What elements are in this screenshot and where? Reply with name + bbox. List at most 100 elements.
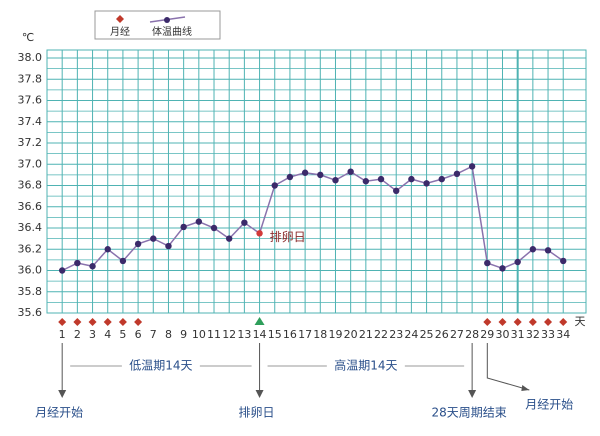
y-tick-label: 36.4 — [18, 221, 43, 234]
menses-marker — [134, 318, 143, 326]
menses-marker — [88, 318, 97, 326]
temperature-point — [271, 182, 278, 189]
ovulation-marker — [254, 317, 265, 325]
temperature-point — [180, 223, 187, 231]
y-unit: ℃ — [22, 31, 34, 44]
temperature-point — [499, 265, 506, 272]
period-bg — [121, 357, 200, 375]
period-label: 高温期14天 — [334, 358, 397, 373]
temperature-line — [61, 165, 564, 272]
arrow-head — [58, 390, 67, 398]
temperature-point — [377, 175, 385, 183]
x-tick-label: 24 — [404, 328, 418, 341]
temperature-point — [225, 235, 233, 242]
arrow-head — [255, 390, 264, 398]
menses-marker — [513, 318, 522, 326]
x-tick-label: 1 — [59, 328, 66, 341]
y-tick-label: 36.6 — [18, 200, 43, 213]
x-tick-label: 34 — [556, 328, 570, 341]
x-tick-label: 33 — [541, 328, 555, 341]
x-tick-label: 5 — [119, 328, 126, 341]
legend-box — [94, 10, 221, 40]
arrow-label: 28天周期结束 — [431, 406, 506, 420]
legend-label: 月经 — [110, 25, 130, 38]
menses-marker — [73, 318, 82, 326]
legend-swatch — [164, 17, 170, 23]
temperature-point — [332, 176, 339, 184]
temperature-point — [256, 230, 263, 237]
arrow-head — [468, 390, 477, 398]
period-bg — [326, 357, 405, 375]
menses-marker — [498, 318, 507, 326]
x-tick-label: 10 — [192, 328, 206, 341]
temperature-point — [74, 259, 81, 267]
arrow-label: 排卵日 — [239, 406, 275, 420]
temperature-point — [150, 235, 157, 242]
temperature-point — [438, 175, 445, 183]
temperature-point — [362, 178, 370, 185]
y-tick-label: 37.4 — [18, 115, 43, 128]
temperature-point — [286, 173, 294, 181]
legend-swatch — [116, 15, 124, 23]
temperature-point — [89, 263, 96, 270]
arrow-label: 月经开始 — [525, 398, 573, 412]
x-tick-label: 27 — [450, 328, 464, 341]
x-tick-label: 22 — [374, 328, 388, 341]
temperature-point — [301, 169, 309, 176]
temperature-point — [408, 175, 415, 183]
temperature-point — [195, 218, 203, 225]
arrow-label: 月经开始 — [35, 406, 83, 420]
x-tick-label: 14 — [253, 328, 267, 341]
x-tick-label: 6 — [135, 328, 142, 341]
temperature-point — [119, 257, 127, 265]
temperature-point — [544, 247, 552, 254]
period-label: 低温期14天 — [129, 359, 192, 373]
menses-marker — [528, 318, 537, 326]
temperature-point — [529, 246, 537, 253]
x-tick-label: 30 — [495, 328, 509, 341]
temperature-point — [134, 240, 142, 248]
x-tick-label: 2 — [74, 328, 81, 341]
y-tick-label: 35.6 — [18, 306, 43, 319]
x-tick-label: 15 — [268, 328, 282, 341]
x-tick-label: 9 — [180, 328, 187, 341]
x-tick-label: 12 — [222, 328, 236, 341]
x-tick-label: 18 — [313, 328, 327, 341]
x-tick-label: 19 — [328, 328, 342, 341]
x-tick-label: 4 — [104, 328, 111, 341]
x-tick-label: 23 — [389, 328, 403, 341]
y-tick-label: 37.0 — [18, 157, 43, 170]
menses-marker — [483, 318, 492, 326]
temperature-point — [514, 258, 521, 266]
temperature-point — [104, 246, 111, 253]
temperature-point — [468, 163, 476, 170]
ovulation-label: 排卵日 — [270, 230, 306, 244]
x-tick-label: 32 — [526, 328, 540, 341]
y-tick-label: 36.2 — [18, 242, 43, 255]
x-tick-label: 16 — [283, 328, 297, 341]
x-unit: 天 — [575, 315, 586, 328]
temperature-point — [210, 224, 218, 232]
x-tick-label: 7 — [150, 328, 157, 341]
temperature-point — [347, 168, 354, 175]
y-tick-label: 37.8 — [18, 72, 43, 85]
y-tick-label: 38.0 — [18, 51, 43, 64]
arrow — [486, 343, 530, 391]
plot-frame — [46, 49, 587, 314]
temperature-point — [484, 259, 491, 267]
x-tick-label: 17 — [298, 328, 312, 341]
x-tick-label: 20 — [344, 328, 358, 341]
menses-marker — [103, 318, 112, 326]
temperature-point — [560, 257, 567, 265]
y-tick-label: 35.8 — [18, 285, 43, 298]
x-tick-label: 21 — [359, 328, 373, 341]
temperature-point — [241, 219, 248, 226]
menses-marker — [544, 318, 553, 326]
temperature-point — [165, 242, 172, 250]
menses-marker — [559, 318, 568, 326]
temperature-point — [453, 170, 461, 178]
menses-marker — [58, 318, 67, 326]
temperature-point — [58, 267, 66, 274]
temperature-point — [317, 171, 324, 179]
